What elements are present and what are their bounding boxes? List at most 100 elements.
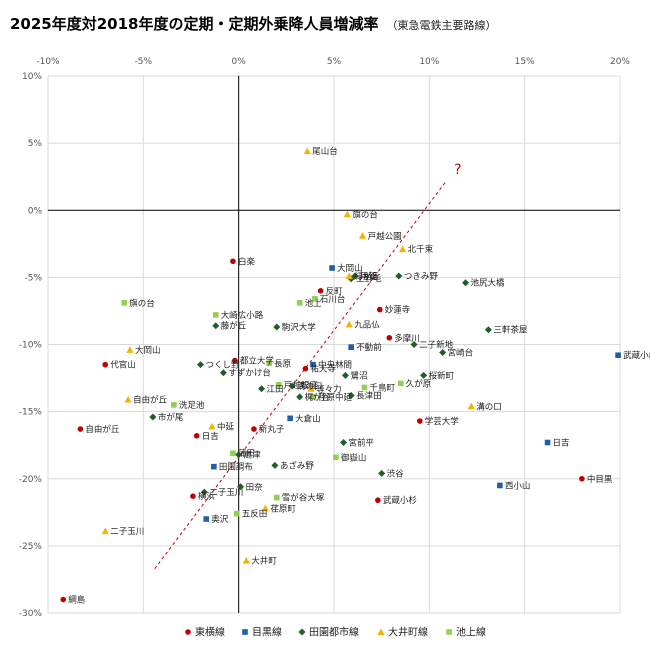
data-point bbox=[615, 352, 621, 359]
point-label: 二子新地 bbox=[419, 340, 454, 351]
data-point bbox=[101, 527, 109, 535]
point-label: 久が原 bbox=[406, 378, 432, 389]
legend-label: 大井町線 bbox=[388, 626, 428, 639]
point-label: 等々力 bbox=[316, 384, 342, 395]
data-point bbox=[219, 369, 227, 377]
data-point bbox=[484, 326, 492, 334]
point-label: つきみ野 bbox=[404, 272, 439, 282]
data-point bbox=[274, 494, 280, 501]
point-label: 宮前平 bbox=[349, 438, 375, 449]
data-point bbox=[275, 381, 282, 388]
data-point bbox=[126, 346, 134, 353]
data-point bbox=[296, 393, 304, 401]
point-label: 池尻大橋 bbox=[471, 278, 506, 289]
data-point bbox=[376, 306, 383, 313]
point-label: すずかけ台 bbox=[228, 368, 271, 379]
data-point bbox=[312, 296, 318, 302]
data-point bbox=[124, 395, 132, 403]
point-label: 千鳥町 bbox=[370, 382, 396, 393]
axes bbox=[48, 76, 620, 613]
point-label: 溝の口 bbox=[297, 381, 323, 392]
data-point bbox=[193, 432, 200, 439]
data-point bbox=[271, 461, 279, 469]
y-tick-label: -20% bbox=[19, 475, 43, 485]
point-label: 荏原中延 bbox=[318, 392, 353, 403]
point-label: 蒲田 bbox=[238, 448, 255, 459]
point-label: 横浜 bbox=[198, 491, 216, 502]
legend-label: 池上線 bbox=[456, 626, 486, 639]
point-label: 上野毛 bbox=[356, 274, 382, 285]
data-point bbox=[307, 385, 315, 392]
point-label: 九品仏 bbox=[354, 320, 380, 330]
data-point bbox=[102, 361, 108, 368]
point-label: 市が尾 bbox=[158, 412, 184, 423]
point-label: 田園調布 bbox=[219, 462, 253, 473]
point-label: 中央林間 bbox=[318, 360, 352, 371]
data-point bbox=[190, 493, 196, 500]
data-point bbox=[237, 483, 245, 491]
data-point bbox=[348, 344, 354, 350]
data-point bbox=[399, 245, 407, 253]
point-label: あざみ野 bbox=[280, 460, 315, 471]
data-point bbox=[77, 426, 84, 432]
data-point bbox=[359, 232, 367, 239]
chart-title: 2025年度対2018年度の定期・定期外乗降人員増減率 （東急電鉄主要路線） bbox=[10, 13, 497, 34]
data-point bbox=[303, 147, 311, 155]
legend-label: 目黒線 bbox=[252, 626, 282, 639]
point-label: 藤が丘 bbox=[221, 321, 247, 332]
point-label: 日吉 bbox=[553, 439, 570, 449]
data-point bbox=[317, 288, 324, 294]
point-label: 戸越銀座 bbox=[284, 380, 319, 391]
point-label: 石川台 bbox=[320, 294, 346, 305]
x-tick-label: 10% bbox=[419, 57, 439, 67]
data-point bbox=[251, 426, 257, 432]
data-point bbox=[579, 475, 585, 482]
point-label: 祐天寺 bbox=[310, 364, 336, 375]
data-point bbox=[361, 384, 368, 391]
data-point bbox=[467, 402, 475, 410]
data-point bbox=[121, 300, 128, 306]
data-point bbox=[345, 272, 353, 280]
point-label: 戸越公園 bbox=[368, 231, 402, 242]
point-label: 反町 bbox=[326, 286, 344, 297]
x-tick-label: 0% bbox=[232, 57, 247, 67]
point-label: 妙蓮寺 bbox=[385, 305, 411, 316]
legend-marker bbox=[377, 628, 385, 635]
y-tick-label: 10% bbox=[22, 72, 42, 82]
data-point bbox=[310, 394, 316, 400]
data-point bbox=[208, 422, 216, 430]
data-point bbox=[329, 265, 335, 271]
point-label: 雪が谷大塚 bbox=[282, 493, 325, 504]
data-point bbox=[266, 360, 272, 367]
data-point bbox=[310, 361, 316, 368]
data-point bbox=[60, 596, 67, 603]
point-label: 長原 bbox=[274, 359, 291, 369]
data-point bbox=[149, 413, 157, 421]
data-point bbox=[212, 322, 220, 330]
data-point bbox=[288, 382, 296, 390]
data-points bbox=[60, 147, 621, 603]
point-label: 日吉 bbox=[202, 432, 219, 442]
y-tick-label: 0% bbox=[28, 206, 43, 216]
data-point bbox=[232, 357, 238, 364]
data-point bbox=[296, 300, 303, 306]
point-label: 大崎広小路 bbox=[221, 310, 264, 321]
data-point bbox=[287, 415, 293, 422]
point-label: 都立大学 bbox=[240, 356, 275, 367]
y-tick-label: -25% bbox=[19, 542, 43, 552]
point-label: 西小山 bbox=[505, 480, 531, 491]
point-label: 大倉山 bbox=[295, 413, 321, 424]
point-label: 自由が丘 bbox=[85, 424, 120, 435]
point-label: 駒沢大学 bbox=[282, 322, 317, 333]
point-label: 中延 bbox=[217, 421, 235, 432]
point-label: 武蔵小杉 bbox=[383, 495, 418, 506]
x-tick-label: -10% bbox=[36, 57, 60, 67]
data-point bbox=[375, 497, 381, 504]
chart-title-main: 2025年度対2018年度の定期・定期外乗降人員増減率 bbox=[10, 15, 379, 33]
point-label: 渋谷 bbox=[387, 468, 405, 479]
x-tick-label: -5% bbox=[135, 57, 153, 67]
data-point bbox=[333, 454, 339, 461]
data-point bbox=[171, 402, 177, 408]
point-label: 二子玉川 bbox=[110, 527, 144, 537]
